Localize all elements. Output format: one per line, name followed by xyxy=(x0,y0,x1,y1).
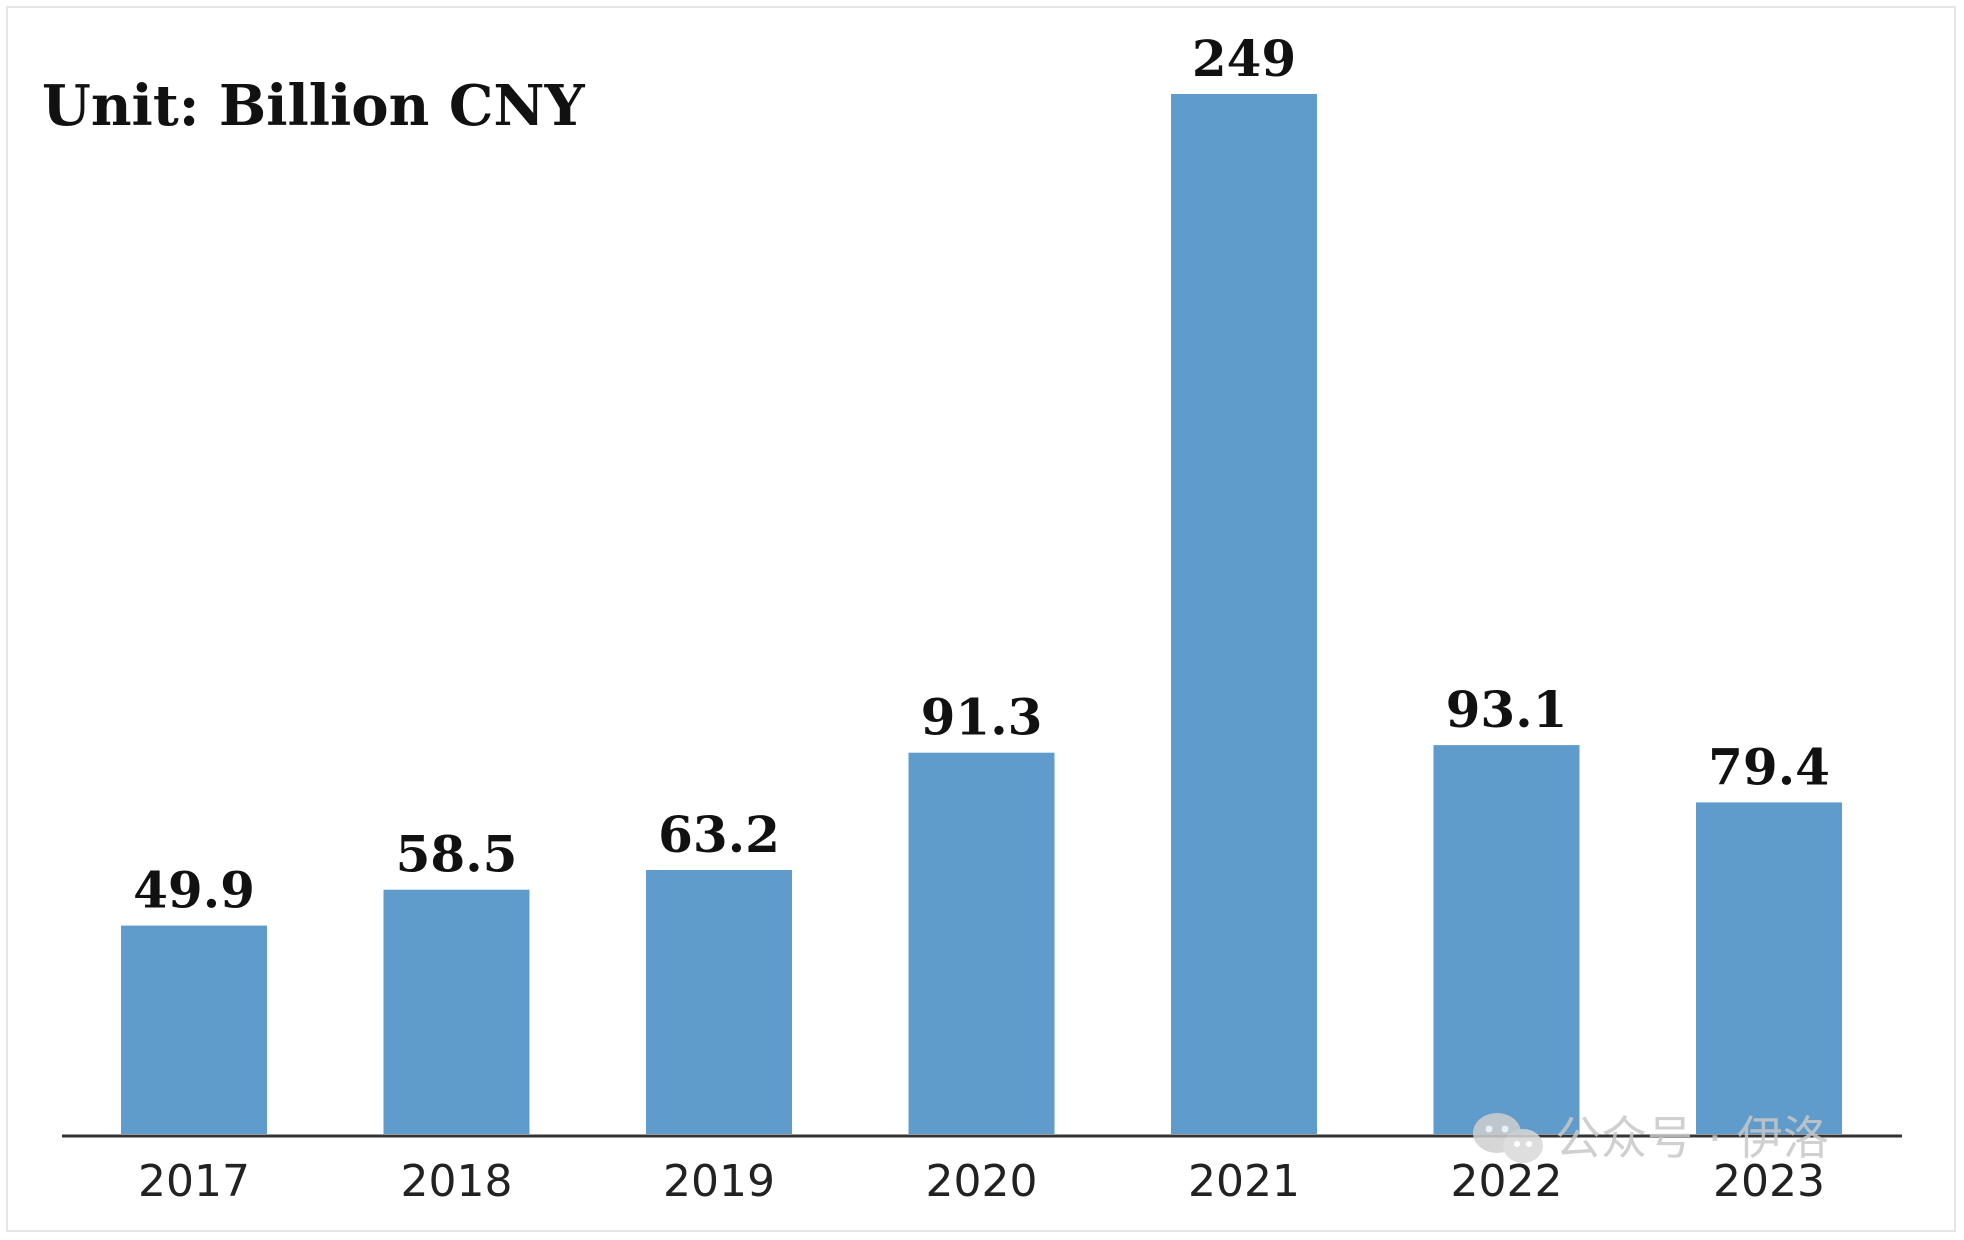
value-label-2020: 91.3 xyxy=(921,688,1043,747)
bar-2019 xyxy=(646,870,792,1134)
x-tick-label-2020: 2020 xyxy=(926,1156,1038,1207)
bar-2018 xyxy=(383,889,530,1134)
value-label-2019: 63.2 xyxy=(658,805,780,864)
x-tick-label-2017: 2017 xyxy=(138,1156,250,1207)
bar-2021 xyxy=(1171,94,1317,1134)
unit-label: Unit: Billion CNY xyxy=(42,73,586,139)
bar-2022 xyxy=(1433,745,1580,1134)
wechat-icon xyxy=(1473,1113,1543,1163)
x-tick-label-2021: 2021 xyxy=(1188,1156,1300,1207)
x-tick-label-2018: 2018 xyxy=(401,1156,513,1207)
bar-2017 xyxy=(121,925,267,1134)
labels-layer: 49.9 2017 58.5 2018 63.2 2019 91.3 2020 249 2021 9… xyxy=(133,29,1830,1207)
x-tick-label-2019: 2019 xyxy=(663,1156,775,1207)
bar-2020 xyxy=(908,752,1055,1134)
value-label-2023: 79.4 xyxy=(1708,737,1830,796)
value-label-2021: 249 xyxy=(1192,29,1296,88)
watermark-text: 公众号 · 伊洛 xyxy=(1555,1111,1829,1165)
value-label-2017: 49.9 xyxy=(133,861,255,920)
x-tick-label-2023: 2023 xyxy=(1713,1156,1825,1207)
bar-2023 xyxy=(1696,802,1842,1134)
x-tick-label-2022: 2022 xyxy=(1451,1156,1563,1207)
value-label-2018: 58.5 xyxy=(396,825,518,884)
watermark: 公众号 · 伊洛 xyxy=(1473,1111,1829,1165)
bars-layer xyxy=(121,94,1842,1134)
value-label-2022: 93.1 xyxy=(1446,680,1568,739)
